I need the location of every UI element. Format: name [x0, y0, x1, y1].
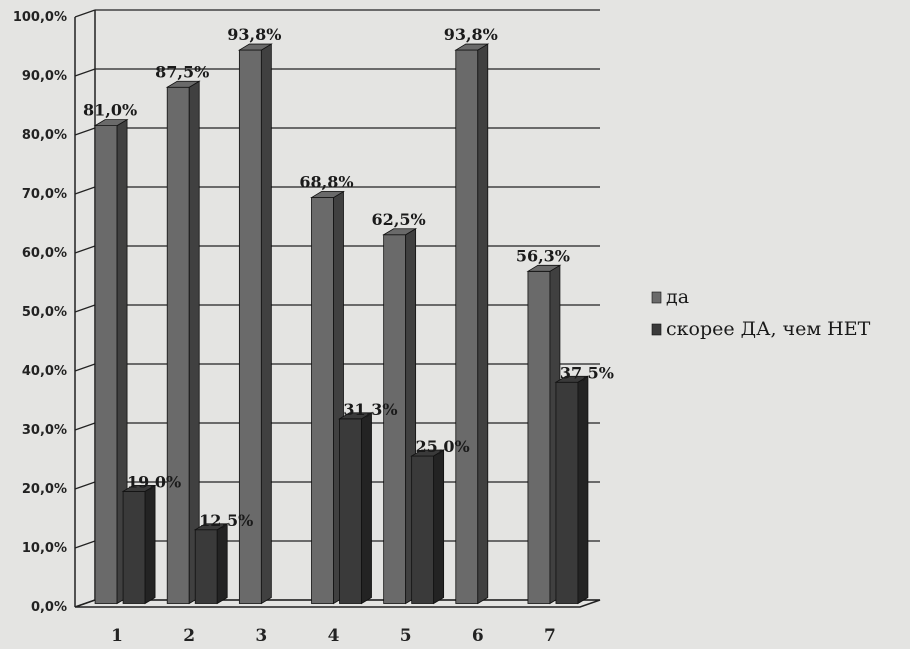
gridline-side [74, 540, 96, 549]
y-tick-labels: 0,0% 10,0% 20,0% 30,0% 40,0% 50,0% 60,0% 70,0% 8… [13, 10, 67, 615]
bar-side [433, 449, 445, 605]
data-label: 19,0% [127, 472, 181, 491]
gridline-side [74, 68, 96, 77]
y-tick-label: 0,0% [31, 600, 67, 615]
legend-label: да [666, 286, 689, 308]
x-tick-label: 1 [111, 626, 123, 646]
data-label: 62,5% [372, 210, 426, 229]
bar-1-da [94, 125, 118, 604]
bar-7-skoree-da [555, 381, 579, 604]
bar-top [193, 523, 229, 531]
bar-top [554, 375, 590, 383]
y-tick-label: 10,0% [22, 541, 67, 556]
x-tick-label: 4 [328, 626, 340, 646]
data-label: 37,5% [560, 363, 614, 382]
gridline-side [74, 9, 96, 18]
data-label: 31,3% [343, 400, 397, 419]
bar-top [237, 43, 273, 51]
bar-side [260, 43, 272, 605]
y-tick-label: 60,0% [22, 246, 67, 261]
x-tick-labels: 1 2 3 4 5 6 7 [111, 626, 556, 646]
bar-top [410, 449, 446, 457]
y-tick-label: 90,0% [22, 69, 67, 84]
gridline-side [74, 422, 96, 431]
x-tick-label: 3 [255, 626, 267, 646]
bar-2-da [166, 86, 190, 604]
bars [93, 43, 590, 605]
bar-top [338, 412, 373, 420]
data-label: 87,5% [155, 62, 209, 81]
x-tick-label: 5 [400, 626, 412, 646]
y-tick-label: 40,0% [22, 364, 67, 379]
bar-top [121, 484, 157, 492]
bar-top [165, 80, 201, 88]
data-label: 12,5% [199, 511, 253, 530]
bar-4-da [311, 197, 334, 604]
bar-side [361, 412, 372, 605]
data-labels: 81,0% 19,0% 87,5% 12,5% 93,8% 68,8% 31,3% 62,5%… [83, 25, 614, 530]
bar-4-skoree-da [339, 418, 362, 604]
bar-1-skoree-da [122, 490, 146, 604]
gridline-side [74, 186, 96, 195]
data-label: 93,8% [444, 25, 498, 44]
legend-swatch [651, 323, 662, 336]
x-tick-label: 2 [183, 626, 195, 646]
bar-top [93, 119, 129, 126]
y-tick-label: 50,0% [22, 305, 67, 320]
data-label: 25,0% [416, 437, 470, 456]
bar-side [188, 80, 200, 605]
bar-side [144, 484, 156, 605]
gridline-side [74, 363, 96, 372]
bar-7-da [527, 270, 551, 604]
bar-top [310, 191, 345, 198]
gridline-side [74, 127, 96, 136]
bar-side [477, 43, 489, 605]
data-label: 81,0% [83, 101, 137, 120]
y-tick-label: 20,0% [22, 482, 67, 497]
y-tick-label: 100,0% [13, 10, 67, 25]
gridline-side [74, 304, 96, 313]
bar-5-da [383, 234, 407, 604]
bar-top [526, 264, 562, 272]
legend-swatch [651, 291, 662, 304]
x-tick-label: 6 [472, 626, 484, 646]
bar-5-skoree-da [411, 455, 435, 604]
bar-top [382, 228, 418, 236]
bar-6-da [455, 49, 479, 604]
y-tick-label: 30,0% [22, 423, 67, 438]
bar-top [454, 43, 490, 51]
bar-2-skoree-da [194, 529, 218, 604]
legend: да скорее ДА, чем НЕТ [651, 286, 871, 340]
data-label: 68,8% [299, 173, 353, 192]
y-tick-label: 70,0% [22, 187, 67, 202]
data-label: 93,8% [227, 25, 281, 44]
bar-side [577, 375, 589, 605]
gridline-side [74, 245, 96, 254]
data-label: 56,3% [516, 246, 570, 265]
bar-side [216, 523, 228, 605]
gridline-side [74, 481, 96, 490]
y-tick-label: 80,0% [22, 128, 67, 143]
legend-label: скорее ДА, чем НЕТ [666, 318, 871, 340]
x-tick-label: 7 [544, 626, 556, 646]
